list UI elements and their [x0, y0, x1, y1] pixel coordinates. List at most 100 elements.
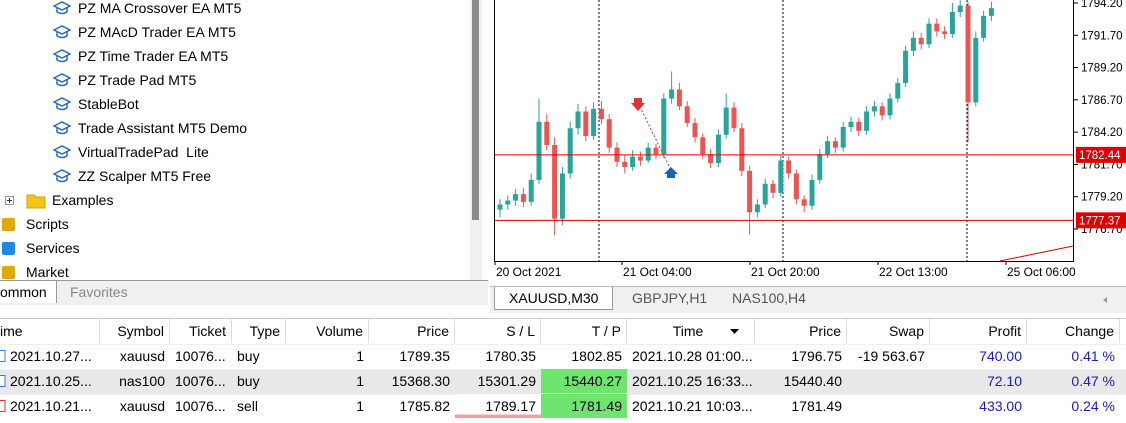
header-cell[interactable]: Ticket: [170, 319, 232, 343]
candle-body: [497, 204, 503, 210]
header-cell[interactable]: T / P: [541, 319, 627, 343]
cap-base: [56, 32, 68, 39]
table-cell: buy: [237, 373, 260, 389]
candle-body: [583, 111, 589, 137]
chart-tabs: XAUUSD,M30 GBPJPY,H1 NAS100,H4: [490, 286, 1126, 313]
header-cell[interactable]: Volume: [286, 319, 369, 343]
header-cell[interactable]: S / L: [455, 319, 541, 343]
table-cell: 72.10: [986, 373, 1022, 389]
candle-body: [981, 15, 987, 38]
folder-item[interactable]: Examples: [52, 192, 114, 208]
table-cell: 0.47 %: [1071, 373, 1115, 389]
candle-body: [630, 156, 636, 168]
sell-arrow: [631, 98, 645, 111]
header-cell[interactable]: ime: [0, 319, 100, 343]
header-cell[interactable]: Price: [369, 319, 455, 343]
candle-body: [606, 119, 612, 148]
scroll-thumb[interactable]: [472, 0, 479, 220]
candle-body: [770, 183, 776, 193]
table-cell: 2021.10.21...: [10, 398, 92, 414]
candle-body: [793, 173, 799, 200]
candle-body: [903, 50, 909, 84]
header-cell[interactable]: Change: [1027, 319, 1120, 343]
expert-item[interactable]: Trade Assistant MT5 Demo: [78, 120, 248, 136]
y-tick-label: 1786.70: [1081, 95, 1123, 107]
table-cell: 15301.29: [477, 373, 536, 389]
section-item[interactable]: Services: [26, 240, 80, 256]
navigator-tab[interactable]: Favorites: [70, 284, 128, 300]
table-cell: 1785.82: [399, 398, 450, 414]
header-cell[interactable]: Symbol: [100, 319, 170, 343]
cap-base: [56, 8, 68, 15]
y-tick-label: 1791.70: [1081, 30, 1123, 42]
navigator-tab[interactable]: ommon: [0, 281, 57, 303]
table-cell: 1781.49: [541, 394, 627, 418]
trend-line: [999, 245, 1074, 262]
candle-body: [801, 199, 807, 206]
candle-body: [661, 98, 667, 155]
candle-body: [653, 147, 659, 155]
level-label: 1777.37: [1079, 215, 1121, 227]
scroll-arrow[interactable]: [1103, 297, 1107, 303]
table-cell: buy: [237, 348, 260, 364]
header-cell[interactable]: Price: [755, 319, 847, 343]
section-item[interactable]: Scripts: [26, 216, 69, 232]
table-cell: 1: [356, 348, 364, 364]
candle-body: [918, 37, 924, 45]
buy-arrow: [664, 167, 678, 178]
expert-item[interactable]: ZZ Scalper MT5 Free: [78, 168, 212, 184]
x-tick-label: 22 Oct 13:00: [879, 265, 948, 279]
level-label-bg: [1076, 212, 1126, 229]
x-tick-label: 21 Oct 04:00: [623, 265, 692, 279]
expert-item[interactable]: PZ Time Trader EA MT5: [78, 48, 229, 64]
cap: [52, 121, 72, 131]
folder: [26, 194, 46, 209]
chart-tab[interactable]: XAUUSD,M30: [494, 287, 614, 310]
chart: 1794.201791.701789.201786.701784.201781.…: [490, 0, 1126, 286]
navigator: PZ MA Crossover EA MT5 PZ MAcD Trader EA …: [0, 0, 470, 280]
expert-icon: [52, 1, 72, 15]
icon: [0, 350, 6, 362]
expert-item[interactable]: PZ MA Crossover EA MT5: [78, 0, 242, 16]
table-cell: [847, 394, 930, 418]
header-cell[interactable]: Swap: [847, 319, 930, 343]
candle-body: [552, 145, 558, 219]
expert-icon: [52, 49, 72, 63]
cap: [52, 145, 72, 155]
row-bg[interactable]: [0, 344, 1126, 369]
candles: [497, 0, 994, 236]
icon: [0, 375, 6, 387]
cap-base: [56, 80, 68, 87]
table-cell: 15368.30: [391, 373, 450, 389]
icon: [2, 266, 15, 279]
level-label: 1782.44: [1079, 150, 1121, 162]
table-cell: 2021.10.27...: [10, 348, 92, 364]
candle-body: [692, 123, 698, 138]
sort-arrow: [730, 329, 739, 334]
table-cell: 433.00: [979, 398, 1022, 414]
table-cell: nas100: [119, 373, 165, 389]
table-cell: 2021.10.21 10:03...: [632, 398, 753, 414]
header-cell[interactable]: Type: [232, 319, 286, 343]
expert-item[interactable]: StableBot: [78, 96, 139, 112]
sort-indicator: [730, 329, 739, 334]
header-cell[interactable]: Time: [627, 319, 755, 343]
chart-tab[interactable]: NAS100,H4: [732, 290, 806, 306]
expert-item[interactable]: PZ MAcD Trader EA MT5: [78, 24, 236, 40]
header-cell[interactable]: Profit: [930, 319, 1027, 343]
table-cell: 0.24 %: [1071, 398, 1115, 414]
candle-body: [965, 5, 971, 103]
row-icon: [0, 350, 6, 362]
expert-item[interactable]: PZ Trade Pad MT5: [78, 72, 197, 88]
chart-tab[interactable]: GBPJPY,H1: [632, 290, 708, 306]
candle-body: [848, 121, 854, 127]
table-cell: 15440.40: [783, 373, 842, 389]
candle-body: [762, 183, 768, 205]
chart-window: 1794.20 1791.70 1789.20 1786.70 1784.20 1781.…: [490, 0, 1126, 312]
folder-icon: [5, 194, 46, 209]
candle-body: [747, 170, 753, 213]
candle-body: [536, 121, 542, 180]
icon: [2, 242, 15, 255]
expert-item[interactable]: VirtualTradePad Lite: [78, 144, 209, 160]
section-item[interactable]: Market: [26, 264, 69, 280]
